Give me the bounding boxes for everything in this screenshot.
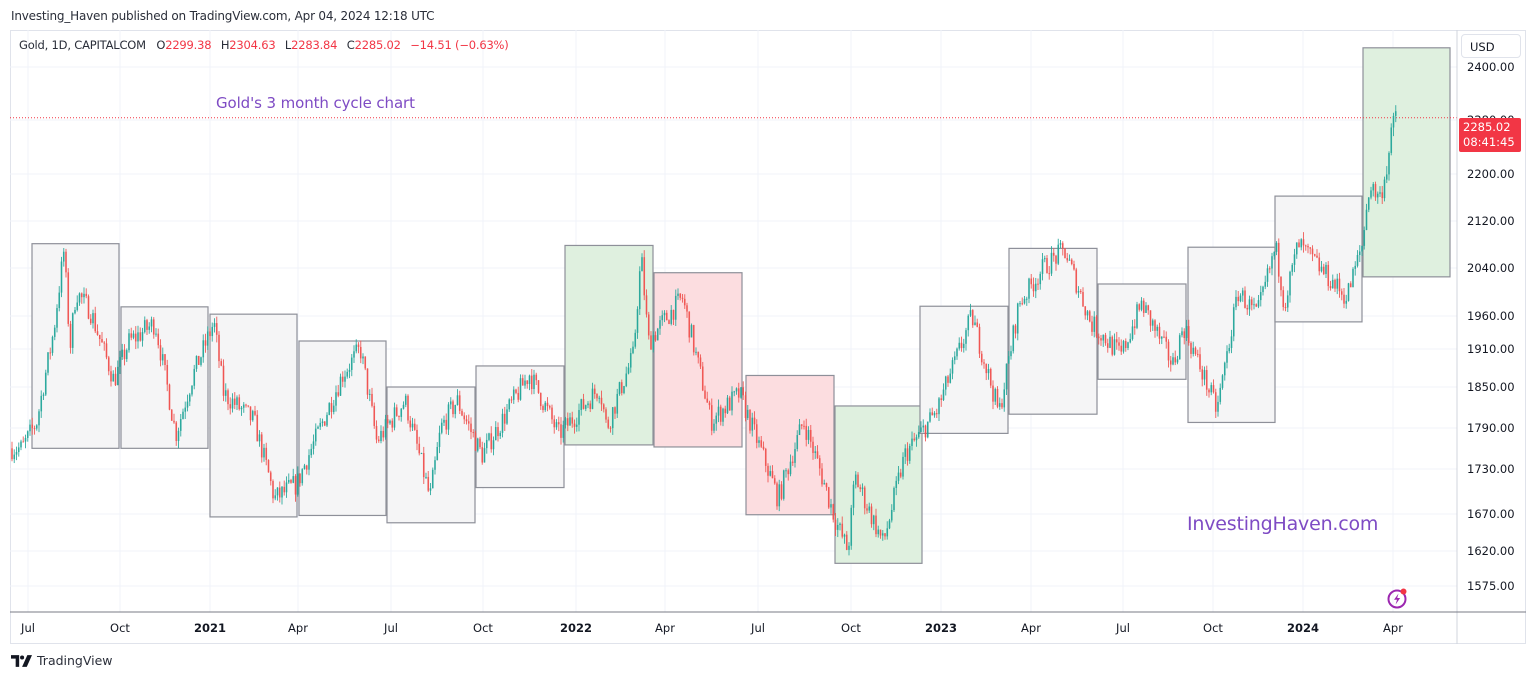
open-value: 2299.38 <box>165 38 212 52</box>
price-tick: 1575.00 <box>1467 579 1515 593</box>
candlesticks <box>11 105 1397 556</box>
watermark-annotation[interactable]: InvestingHaven.com <box>1187 513 1379 535</box>
price-tick: 1790.00 <box>1467 421 1515 435</box>
currency-button[interactable]: USD <box>1461 34 1521 58</box>
cycle-box-bull[interactable] <box>834 405 923 564</box>
cycle-box-bull[interactable] <box>1362 47 1451 278</box>
time-tick: Jul <box>20 621 35 635</box>
close-key: C <box>346 38 355 52</box>
change-value: −14.51 (−0.63%) <box>410 38 509 52</box>
time-tick: Jul <box>383 621 398 635</box>
time-tick: 2021 <box>194 621 226 635</box>
close-value: 2285.02 <box>354 38 401 52</box>
time-tick: Apr <box>655 621 675 635</box>
low-value: 2283.84 <box>291 38 338 52</box>
published-caption: Investing_Haven published on TradingView… <box>11 9 435 23</box>
tradingview-logo-icon <box>11 654 32 667</box>
time-tick: Apr <box>288 621 308 635</box>
price-tick: 2040.00 <box>1467 261 1515 275</box>
tradingview-brand[interactable]: TradingView <box>11 653 113 668</box>
price-tick: 1910.00 <box>1467 342 1515 356</box>
cycle-box-neutral[interactable] <box>386 386 476 524</box>
chart-frame <box>10 30 1526 644</box>
time-tick: Oct <box>1203 621 1223 635</box>
cycle-boxes <box>31 47 1451 564</box>
bar-countdown: 08:41:45 <box>1463 135 1515 149</box>
price-tick: 2120.00 <box>1467 214 1515 228</box>
cycle-box-neutral[interactable] <box>298 340 387 517</box>
time-tick: 2022 <box>560 621 592 635</box>
chart-title-annotation[interactable]: Gold's 3 month cycle chart <box>216 94 415 112</box>
time-scale[interactable]: Jul Oct 2021 Apr Jul Oct 2022 Apr Jul Oct 2023 Apr J… <box>20 621 1403 635</box>
tradingview-label: TradingView <box>37 653 113 668</box>
price-tick: 1730.00 <box>1467 462 1515 476</box>
price-tick: 1670.00 <box>1467 507 1515 521</box>
time-tick: Jul <box>750 621 765 635</box>
price-tick: 1620.00 <box>1467 544 1515 558</box>
last-price-tag: 2285.02 08:41:45 <box>1459 118 1521 152</box>
cycle-box-neutral[interactable] <box>919 305 1009 434</box>
open-key: O <box>156 38 166 52</box>
price-tick: 1850.00 <box>1467 380 1515 394</box>
time-tick: 2024 <box>1287 621 1319 635</box>
time-tick: Oct <box>841 621 861 635</box>
lightning-icon[interactable] <box>1386 587 1408 609</box>
time-tick: 2023 <box>925 621 957 635</box>
last-price-value: 2285.02 <box>1463 120 1511 134</box>
time-tick: Jul <box>1115 621 1130 635</box>
price-tick: 2200.00 <box>1467 167 1515 181</box>
low-key: L <box>284 38 292 52</box>
price-tick: 2400.00 <box>1467 60 1515 74</box>
time-tick: Apr <box>1383 621 1403 635</box>
symbol-label[interactable]: Gold, 1D, CAPITALCOM <box>19 38 146 52</box>
time-tick: Apr <box>1021 621 1041 635</box>
time-tick: Oct <box>110 621 130 635</box>
time-tick: Oct <box>473 621 493 635</box>
high-value: 2304.63 <box>229 38 276 52</box>
ohlc-legend: Gold, 1D, CAPITALCOM O2299.38 H2304.63 L… <box>19 38 515 52</box>
price-tick: 1960.00 <box>1467 309 1515 323</box>
cycle-box-neutral[interactable] <box>1008 247 1098 415</box>
high-key: H <box>220 38 230 52</box>
